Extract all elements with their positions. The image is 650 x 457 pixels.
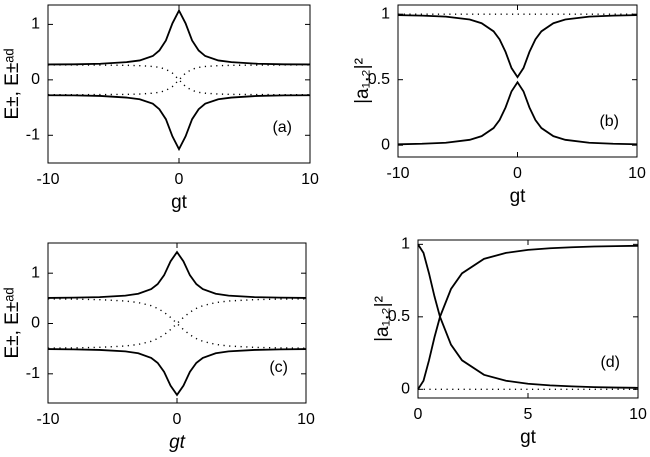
data-line <box>47 298 307 349</box>
x-tick-label: -10 <box>36 411 59 428</box>
y-tick-label: 1 <box>381 5 390 22</box>
y-tick-label: 0 <box>401 381 410 398</box>
x-tick-label: 0 <box>173 411 182 428</box>
y-tick-label: 1 <box>401 236 410 253</box>
data-line <box>47 64 311 96</box>
y-tick-label: 1 <box>31 16 40 33</box>
panel-annotation: (b) <box>599 113 619 130</box>
y-axis-label: E±, E±ᵃᵈ <box>2 288 23 359</box>
y-tick-label: 1 <box>31 264 40 281</box>
x-tick-label: 0 <box>414 406 423 423</box>
axes-frame <box>47 242 307 404</box>
y-tick-label: 0 <box>31 71 40 88</box>
panel-annotation: (a) <box>272 119 292 136</box>
axes-frame <box>397 4 638 158</box>
panel-annotation: (c) <box>269 359 288 376</box>
data-line <box>47 64 311 96</box>
x-axis-label: gt <box>171 192 188 213</box>
data-line <box>47 8 311 66</box>
y-tick-label: -1 <box>26 126 40 143</box>
x-tick-label: 0 <box>513 165 522 182</box>
x-axis-label: gt <box>520 427 537 448</box>
x-tick-label: 0 <box>175 171 184 188</box>
y-tick-label: 0.5 <box>388 308 410 325</box>
x-tick-label: -10 <box>386 165 409 182</box>
y-tick-label: 0.5 <box>368 71 390 88</box>
x-axis-label: gt <box>169 432 186 453</box>
x-tick-label: 10 <box>628 165 646 182</box>
y-tick-label: -1 <box>26 365 40 382</box>
y-tick-label: 0 <box>381 136 390 153</box>
x-tick-label: 10 <box>301 171 319 188</box>
data-line <box>47 250 307 299</box>
x-axis-label: gt <box>510 186 527 207</box>
x-tick-label: 5 <box>524 406 533 423</box>
x-tick-label: -10 <box>36 171 59 188</box>
data-line <box>397 14 638 79</box>
y-axis-label: |a₁,₂|² <box>372 296 393 342</box>
data-line <box>47 94 311 152</box>
x-tick-label: 10 <box>629 406 647 423</box>
panel-annotation: (d) <box>600 354 620 371</box>
y-axis-label: E±, E±ᵃᵈ <box>2 49 23 120</box>
data-line <box>47 298 307 349</box>
y-axis-label: |a₁,₂|² <box>352 58 373 104</box>
data-line <box>47 348 307 397</box>
data-line <box>417 244 639 390</box>
axes-frame <box>47 4 311 164</box>
axes-frame <box>417 239 639 399</box>
x-tick-label: 10 <box>297 411 315 428</box>
data-line <box>417 243 639 389</box>
data-line <box>397 80 638 146</box>
y-tick-label: 0 <box>31 315 40 332</box>
